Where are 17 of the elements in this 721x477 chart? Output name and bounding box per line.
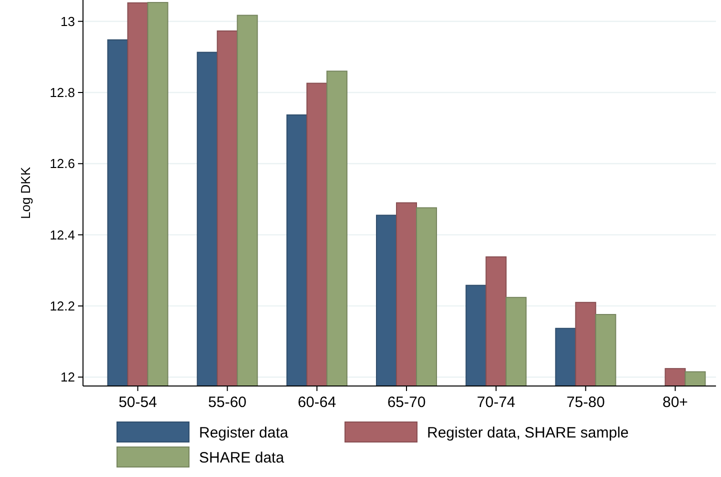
- legend-label: SHARE data: [199, 449, 285, 466]
- y-tick-label: 12.6: [50, 156, 75, 172]
- y-tick-label: 12: [60, 370, 75, 385]
- y-tick-label: 12.4: [50, 227, 75, 242]
- x-tick-label: 80+: [662, 394, 688, 411]
- legend-label: Register data, SHARE sample: [427, 424, 629, 442]
- x-tick-label: 75-80: [566, 394, 605, 411]
- x-tick-label: 55-60: [208, 394, 247, 411]
- x-tick-label: 65-70: [387, 394, 426, 411]
- y-tick-label: 13: [60, 14, 75, 29]
- legend-label: Register data: [199, 424, 289, 442]
- x-tick-label: 50-54: [118, 394, 157, 411]
- y-axis-title: Log DKK: [18, 166, 33, 220]
- y-tick-label: 12.8: [50, 85, 75, 100]
- x-tick-label: 70-74: [476, 394, 516, 411]
- x-tick-label: 60-64: [298, 394, 336, 411]
- y-tick-label: 12.2: [50, 298, 75, 314]
